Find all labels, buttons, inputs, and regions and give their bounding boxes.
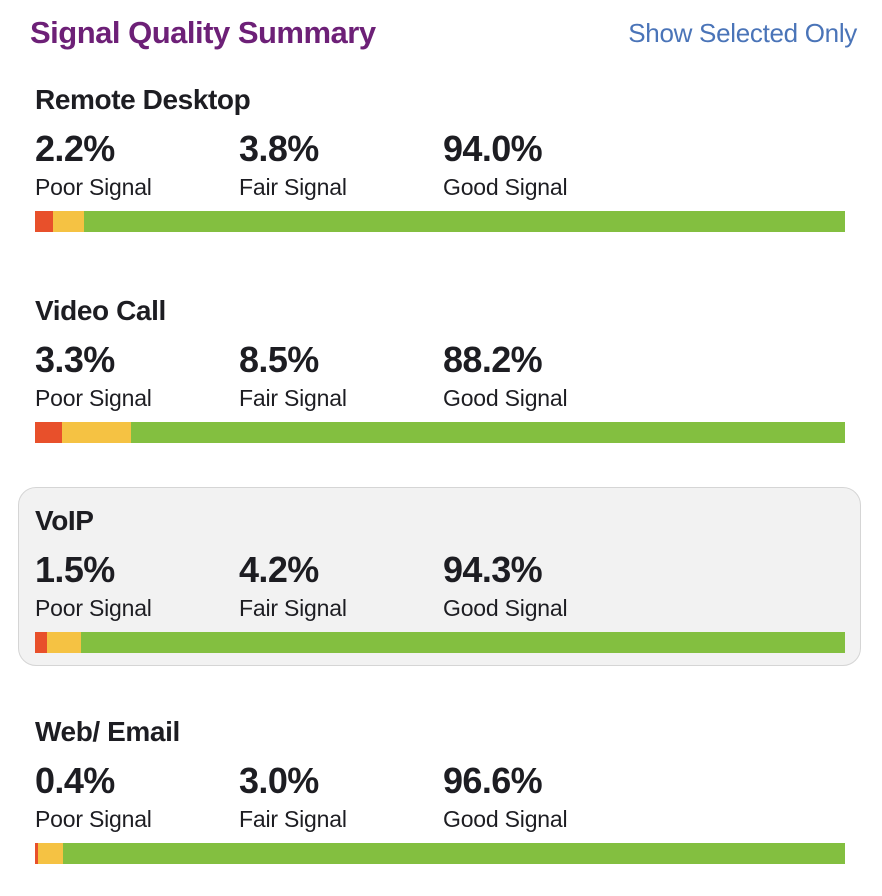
poor-segment [35, 211, 53, 232]
panel-header: Signal Quality Summary Show Selected Onl… [18, 14, 861, 52]
stat-fair: 4.2% Fair Signal [239, 548, 443, 622]
stat-value: 3.3% [35, 339, 115, 380]
stat-label: Fair Signal [239, 174, 347, 200]
stat-value: 8.5% [239, 339, 319, 380]
stat-value: 3.8% [239, 128, 319, 169]
stats-row: 2.2% Poor Signal 3.8% Fair Signal 94.0% … [35, 127, 845, 201]
page-title: Signal Quality Summary [30, 15, 376, 50]
stat-label: Poor Signal [35, 806, 152, 832]
stats-row: 1.5% Poor Signal 4.2% Fair Signal 94.3% … [35, 548, 845, 622]
good-segment [130, 422, 845, 443]
stat-value: 3.0% [239, 760, 319, 801]
good-segment [83, 211, 845, 232]
section-title: Remote Desktop [35, 84, 251, 115]
stat-value: 2.2% [35, 128, 115, 169]
stat-label: Good Signal [443, 806, 568, 832]
fair-segment [38, 843, 63, 864]
stat-value: 96.6% [443, 760, 543, 801]
stat-value: 0.4% [35, 760, 115, 801]
stat-good: 94.0% Good Signal [443, 127, 647, 201]
good-segment [81, 632, 845, 653]
stat-label: Good Signal [443, 174, 568, 200]
signal-quality-bar [35, 422, 845, 443]
stat-label: Fair Signal [239, 595, 347, 621]
stat-poor: 1.5% Poor Signal [35, 548, 239, 622]
poor-segment [35, 843, 39, 864]
stat-label: Poor Signal [35, 174, 152, 200]
stat-fair: 3.8% Fair Signal [239, 127, 443, 201]
section-voip[interactable]: VoIP 1.5% Poor Signal 4.2% Fair Signal 9… [18, 487, 861, 666]
stat-label: Fair Signal [239, 806, 347, 832]
stat-good: 96.6% Good Signal [443, 759, 647, 833]
signal-quality-bar [35, 211, 845, 232]
stat-poor: 2.2% Poor Signal [35, 127, 239, 201]
stat-poor: 0.4% Poor Signal [35, 759, 239, 833]
fair-segment [52, 211, 84, 232]
show-selected-only-link[interactable]: Show Selected Only [628, 18, 857, 48]
section-title: VoIP [35, 505, 94, 536]
stat-label: Good Signal [443, 385, 568, 411]
stat-good: 88.2% Good Signal [443, 338, 647, 412]
stat-label: Poor Signal [35, 385, 152, 411]
stat-good: 94.3% Good Signal [443, 548, 647, 622]
stat-value: 88.2% [443, 339, 543, 380]
section-video-call[interactable]: Video Call 3.3% Poor Signal 8.5% Fair Si… [18, 293, 861, 444]
poor-segment [35, 422, 62, 443]
stat-value: 4.2% [239, 549, 319, 590]
section-title: Web/ Email [35, 716, 180, 747]
section-remote-desktop[interactable]: Remote Desktop 2.2% Poor Signal 3.8% Fai… [18, 82, 861, 233]
stat-value: 1.5% [35, 549, 115, 590]
stat-label: Poor Signal [35, 595, 152, 621]
stats-row: 0.4% Poor Signal 3.0% Fair Signal 96.6% … [35, 759, 845, 833]
fair-segment [47, 632, 82, 653]
stat-label: Fair Signal [239, 385, 347, 411]
stat-fair: 3.0% Fair Signal [239, 759, 443, 833]
good-segment [62, 843, 845, 864]
stats-row: 3.3% Poor Signal 8.5% Fair Signal 88.2% … [35, 338, 845, 412]
signal-quality-bar [35, 843, 845, 864]
fair-segment [61, 422, 131, 443]
sections-list: Remote Desktop 2.2% Poor Signal 3.8% Fai… [18, 82, 861, 865]
stat-fair: 8.5% Fair Signal [239, 338, 443, 412]
stat-label: Good Signal [443, 595, 568, 621]
signal-quality-bar [35, 632, 845, 653]
section-web-email[interactable]: Web/ Email 0.4% Poor Signal 3.0% Fair Si… [18, 714, 861, 865]
poor-segment [35, 632, 48, 653]
stat-value: 94.0% [443, 128, 543, 169]
stat-value: 94.3% [443, 549, 543, 590]
stat-poor: 3.3% Poor Signal [35, 338, 239, 412]
section-title: Video Call [35, 295, 166, 326]
